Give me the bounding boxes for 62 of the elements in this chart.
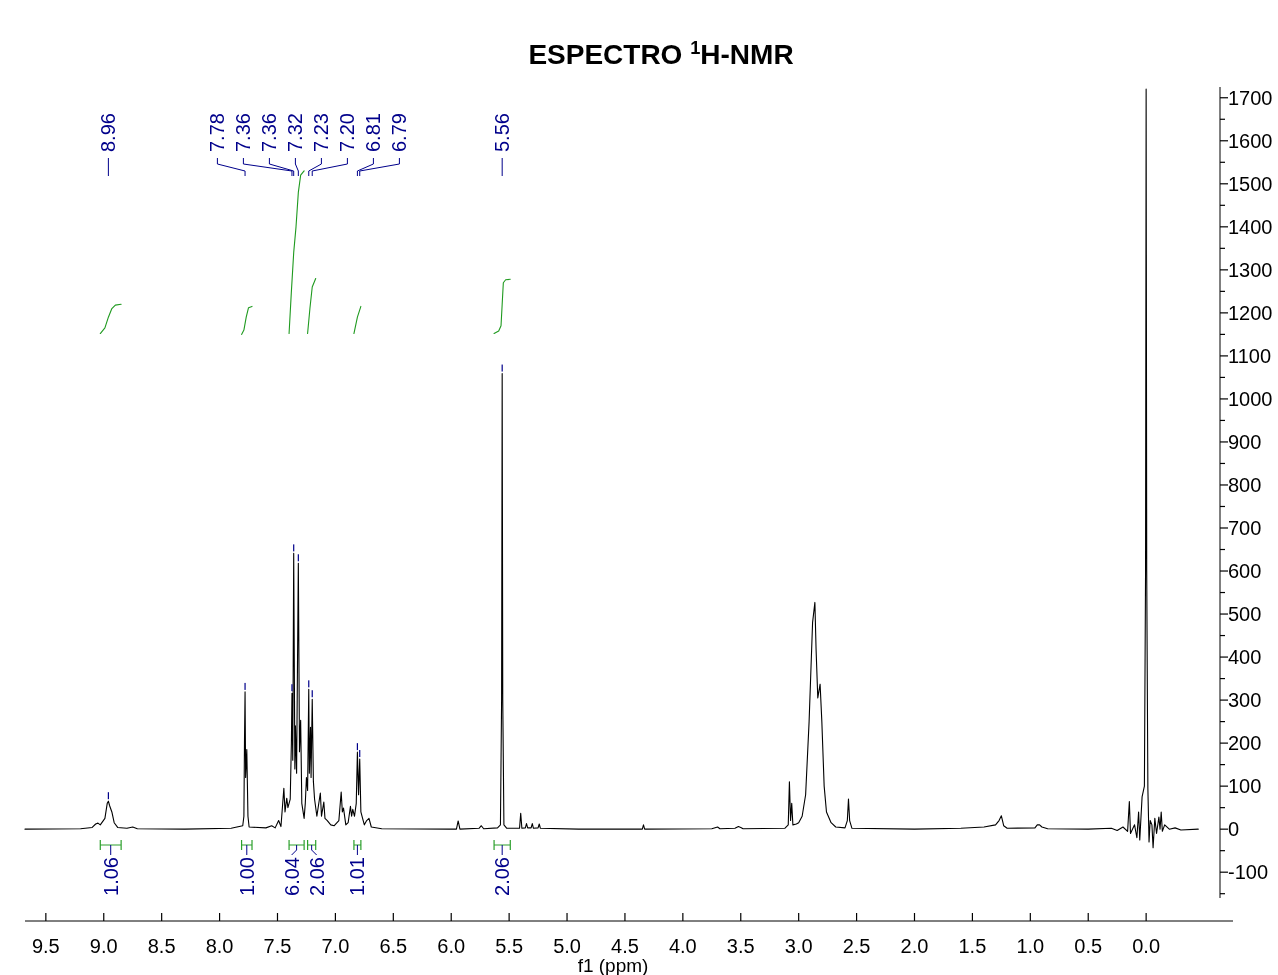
x-tick-label: 0.0: [1132, 935, 1161, 957]
chart-title: ESPECTRO $^{1}$H-NMR: [528, 38, 794, 70]
x-tick-label: 1.5: [958, 935, 987, 957]
annotation: 1.00: [235, 857, 258, 896]
y-tick-label: 1400: [1228, 215, 1273, 238]
x-tick-label: 8.0: [205, 935, 234, 957]
annotation: 6.79: [388, 113, 411, 152]
x-tick-label: 0.5: [1074, 935, 1103, 957]
y-tick-label: 800: [1228, 473, 1262, 496]
y-tick-label: 1000: [1228, 387, 1273, 410]
y-tick-label: 1200: [1228, 301, 1273, 324]
y-tick-label: 1500: [1228, 172, 1273, 195]
y-tick-label: 500: [1228, 603, 1262, 626]
x-tick-label: 3.0: [784, 935, 813, 957]
y-tick-label: 1300: [1228, 258, 1273, 281]
x-tick-label: 8.5: [147, 935, 176, 957]
y-tick-label: 1100: [1228, 344, 1272, 367]
annotation: 7.36: [258, 113, 281, 152]
y-tick-label: 100: [1228, 775, 1262, 798]
y-tick-label: 0: [1228, 818, 1240, 841]
y-tick-label: 300: [1228, 689, 1262, 712]
annotation: 5.56: [491, 113, 514, 152]
y-tick-label: 900: [1228, 430, 1262, 453]
x-tick-label: 2.0: [900, 935, 929, 957]
annotation: 7.78: [206, 113, 229, 152]
y-tick-label: 200: [1228, 732, 1262, 755]
line-series: [288, 170, 305, 335]
annotation: 7.23: [310, 113, 333, 152]
annotation: 7.32: [284, 113, 307, 152]
line-series: [24, 88, 1199, 849]
line-series: [493, 278, 511, 335]
annotation: 7.36: [232, 113, 255, 152]
x-tick-label: 3.5: [726, 935, 755, 957]
x-tick-label: 7.0: [321, 935, 350, 957]
annotation: 2.06: [305, 857, 328, 896]
x-tick-label: 2.5: [842, 935, 871, 957]
x-tick-label: 7.5: [263, 935, 292, 957]
annotation: 6.81: [362, 113, 385, 152]
x-tick-label: 5.0: [553, 935, 581, 957]
y-tick-label: 600: [1228, 560, 1262, 583]
y-tick-label: 700: [1228, 516, 1262, 539]
annotation: 1.01: [346, 857, 369, 896]
x-tick-label: 4.0: [668, 935, 697, 957]
annotation: 6.04: [280, 857, 303, 896]
y-tick-label: 1600: [1228, 129, 1273, 152]
y-tick-label: -100: [1228, 861, 1269, 884]
x-tick-label: 9.5: [31, 935, 60, 957]
x-tick-label: 4.5: [611, 935, 639, 957]
line-series: [99, 303, 122, 335]
annotation: 2.06: [491, 857, 514, 896]
x-tick-label: 1.0: [1016, 935, 1045, 957]
x-tick-label: 5.5: [495, 935, 524, 957]
x-tick-label: 6.0: [437, 935, 466, 957]
annotation: 1.06: [99, 857, 122, 896]
annotation: 7.20: [336, 113, 359, 152]
y-tick-label: 400: [1228, 646, 1262, 669]
annotation: 8.96: [97, 113, 120, 152]
line-series: [307, 277, 317, 335]
x-tick-label: 6.5: [379, 935, 408, 957]
x-tick-label: 9.0: [89, 935, 118, 957]
line-series: [241, 305, 253, 335]
y-tick-label: 1700: [1228, 86, 1273, 109]
